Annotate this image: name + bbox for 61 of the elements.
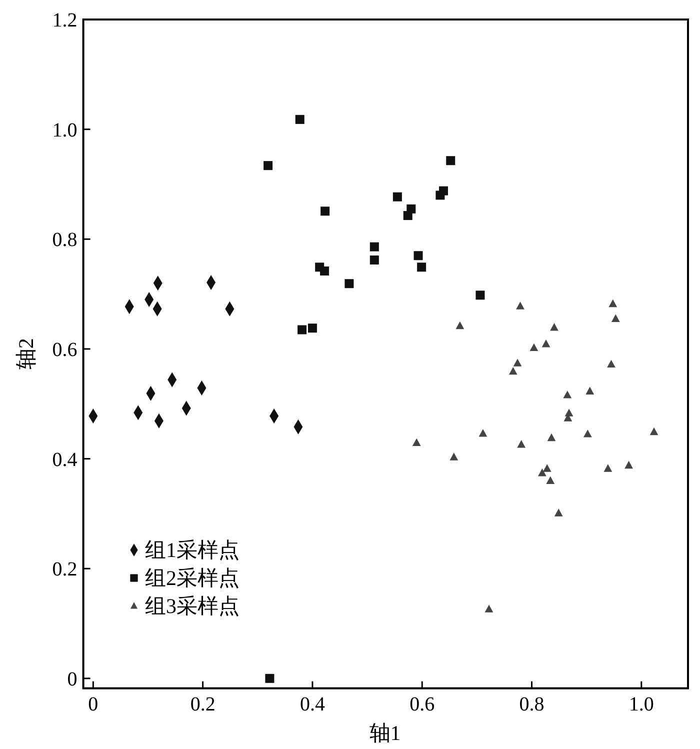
point	[608, 299, 618, 308]
point	[456, 321, 464, 330]
point	[538, 468, 546, 476]
point	[546, 476, 555, 484]
x-tick-label: 1.0	[628, 693, 654, 716]
x-tick-label: 0.6	[410, 693, 435, 716]
point	[265, 674, 274, 683]
x-tick-label: 0.8	[519, 693, 544, 716]
point	[320, 266, 330, 276]
point	[607, 360, 616, 368]
point	[446, 156, 456, 166]
point	[412, 438, 421, 446]
point	[484, 604, 494, 612]
point	[450, 452, 458, 460]
point	[414, 251, 423, 260]
x-tick-label: 0	[88, 693, 98, 716]
point	[370, 256, 379, 265]
point	[586, 386, 594, 394]
x-axis-title: 轴1	[369, 721, 401, 745]
x-tick-label: 0.2	[190, 693, 216, 716]
point	[370, 242, 379, 252]
y-tick-label: 0.4	[52, 448, 78, 471]
y-tick-label: 0.2	[52, 558, 78, 581]
point	[320, 206, 330, 216]
point	[344, 279, 354, 288]
y-tick-label: 0	[67, 668, 78, 690]
point	[436, 190, 445, 200]
point	[478, 429, 488, 437]
point	[550, 323, 558, 331]
point	[308, 324, 317, 333]
legend-label: 组1采样点	[145, 538, 240, 562]
x-tick-label: 0.4	[300, 693, 325, 716]
point	[298, 325, 307, 334]
point	[530, 343, 538, 352]
point	[417, 262, 426, 272]
point	[508, 366, 518, 375]
point	[583, 430, 592, 438]
legend-label: 组3采样点	[145, 594, 240, 618]
point	[295, 114, 304, 124]
point	[513, 358, 522, 366]
point	[542, 340, 550, 348]
point	[563, 390, 572, 398]
point	[554, 508, 563, 516]
y-tick-label: 1.2	[52, 10, 78, 32]
y-axis-title: 轴2	[14, 338, 38, 370]
point	[547, 433, 556, 442]
point	[403, 211, 412, 220]
point	[392, 192, 402, 202]
point	[516, 302, 524, 310]
legend-label: 组2采样点	[145, 566, 240, 590]
point	[604, 464, 612, 472]
y-tick-label: 0.8	[52, 229, 78, 252]
point	[650, 427, 658, 436]
y-tick-label: 0.6	[52, 338, 78, 361]
point	[264, 161, 273, 170]
point	[624, 460, 633, 469]
point	[611, 314, 620, 322]
point	[517, 440, 526, 448]
point	[476, 290, 485, 300]
point	[542, 464, 552, 472]
y-tick-label: 1.0	[52, 119, 78, 142]
